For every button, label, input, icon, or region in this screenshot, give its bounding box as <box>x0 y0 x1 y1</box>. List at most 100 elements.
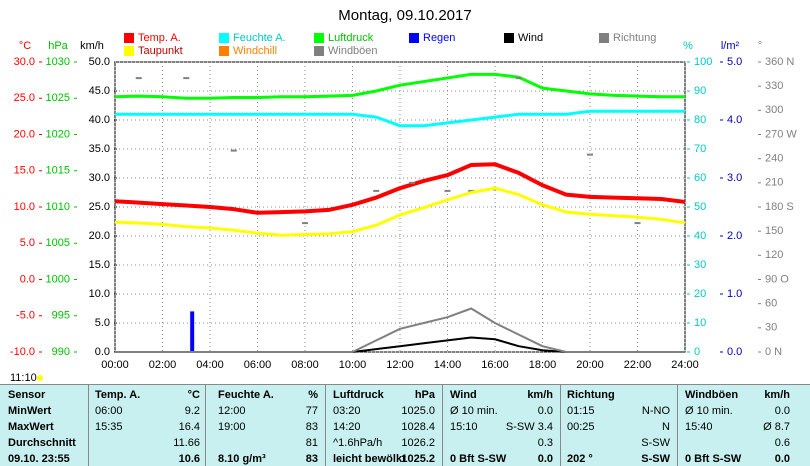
column-separator <box>560 385 561 466</box>
table-cell: S-SW 3.4 <box>505 421 553 433</box>
table-cell: Wind <box>450 389 477 401</box>
table-cell: 15:35 <box>95 421 123 433</box>
rain-bar <box>190 311 195 352</box>
y-tick-label: 5.0 <box>20 237 35 249</box>
table-cell: 14:20 <box>333 421 361 433</box>
current-time: 11:10 <box>10 372 37 384</box>
y-tick-label: 360 N <box>765 56 794 68</box>
y-tick-label: 150 <box>765 225 783 237</box>
y-tick-label: 2.0 <box>727 230 742 242</box>
table-cell: Temp. A. <box>95 389 141 401</box>
table-cell: 83 <box>305 453 318 465</box>
y-tick-label: 90 <box>694 85 706 97</box>
direction-dot <box>468 189 475 192</box>
axis-label: l/m² <box>721 40 740 52</box>
table-cell: km/h <box>764 389 790 401</box>
legend-swatch <box>314 46 324 56</box>
y-tick-label: 1020 <box>46 128 70 140</box>
y-tick-label: 0.0 <box>727 346 742 358</box>
table-cell: N-NO <box>641 405 670 417</box>
series-line <box>114 162 686 215</box>
y-tick-label: 25.0 <box>89 201 110 213</box>
table-cell: Feuchte A. <box>218 389 274 401</box>
table-cell: S-SW <box>641 453 670 465</box>
y-tick-label: 240 <box>765 153 783 165</box>
direction-dot <box>444 189 451 192</box>
y-tick-label: 15.0 <box>89 259 110 271</box>
axis-label: hPa <box>48 40 68 52</box>
table-cell: ^1.6hPa/h <box>333 437 383 449</box>
y-tick-label: 20.0 <box>14 128 35 140</box>
x-tick-label: 12:00 <box>386 359 414 371</box>
legend-swatch <box>314 33 324 43</box>
y-tick-label: 90 O <box>765 273 789 285</box>
table-cell: 11.66 <box>173 437 200 449</box>
y-tick-label: 5.0 <box>95 317 110 329</box>
y-tick-label: 80 <box>694 114 706 126</box>
y-tick-label: 10.0 <box>89 288 110 300</box>
y-tick-label: 60 <box>765 298 777 310</box>
y-tick-label: 25.0 <box>14 92 35 104</box>
y-tick-label: -5.0 <box>16 310 35 322</box>
y-tick-label: 1010 <box>46 201 70 213</box>
x-tick-label: 24:00 <box>671 359 699 371</box>
table-cell: 10.6 <box>178 453 200 465</box>
x-tick-label: 10:00 <box>339 359 367 371</box>
y-tick-label: 1030 <box>46 56 70 68</box>
legend-label: Taupunkt <box>138 45 183 57</box>
table-cell: Ø 10 min. <box>685 405 733 417</box>
table-cell: °C <box>187 389 200 401</box>
y-tick-label: 330 <box>765 80 783 92</box>
table-cell: 8.10 g/m³ <box>218 453 266 465</box>
y-tick-label: 1000 <box>46 273 70 285</box>
y-tick-label: 300 <box>765 104 783 116</box>
y-tick-label: 35.0 <box>89 143 110 155</box>
y-tick-label: 1025 <box>46 92 70 104</box>
y-tick-label: 20 <box>694 288 706 300</box>
y-tick-label: -10.0 <box>10 346 35 358</box>
y-tick-label: 180 S <box>765 201 794 213</box>
table-cell: 01:15 <box>567 405 595 417</box>
column-separator <box>88 385 89 466</box>
direction-dot <box>515 77 522 80</box>
y-tick-label: 30 <box>765 322 777 334</box>
table-cell: 15:10 <box>450 421 478 433</box>
table-cell: 16.4 <box>178 421 200 433</box>
table-cell: Luftdruck <box>333 389 384 401</box>
legend-label: Richtung <box>613 32 656 44</box>
time-dot <box>37 375 43 381</box>
y-tick-label: 40.0 <box>89 114 110 126</box>
y-tick-label: 270 W <box>765 128 797 140</box>
table-cell: 15:40 <box>685 421 713 433</box>
legend-swatch <box>504 33 514 43</box>
y-tick-label: 20.0 <box>89 230 110 242</box>
table-cell: 1025.2 <box>401 453 435 465</box>
x-tick-label: 20:00 <box>576 359 604 371</box>
y-tick-label: 30.0 <box>89 172 110 184</box>
x-tick-label: 00:00 <box>101 359 129 371</box>
direction-dot <box>230 149 237 152</box>
y-tick-label: 45.0 <box>89 85 110 97</box>
legend-swatch <box>124 46 134 56</box>
y-tick-label: 30.0 <box>14 56 35 68</box>
direction-dot <box>408 181 415 184</box>
y-tick-label: 0.0 <box>95 346 110 358</box>
table-cell: 0.3 <box>537 437 553 449</box>
column-separator <box>677 385 678 466</box>
y-tick-label: 0.0 <box>20 273 35 285</box>
direction-dot <box>587 153 593 156</box>
table-cell: 77 <box>305 405 318 417</box>
direction-dot <box>302 222 308 225</box>
table-cell: 1026.2 <box>401 437 435 449</box>
column-separator <box>325 385 326 466</box>
table-cell: % <box>308 389 318 401</box>
table-cell: S-SW <box>641 437 670 449</box>
table-cell: 9.2 <box>184 405 200 417</box>
y-tick-label: 30 <box>694 259 706 271</box>
table-cell: 03:20 <box>333 405 361 417</box>
summary-table: Sensor Temp. A. °C Feuchte A.% Luftdruck hPa W… <box>0 384 810 466</box>
table-cell: 83 <box>305 421 318 433</box>
y-tick-label: 995 <box>52 310 70 322</box>
legend-swatch <box>599 33 609 43</box>
direction-dot <box>373 189 380 192</box>
